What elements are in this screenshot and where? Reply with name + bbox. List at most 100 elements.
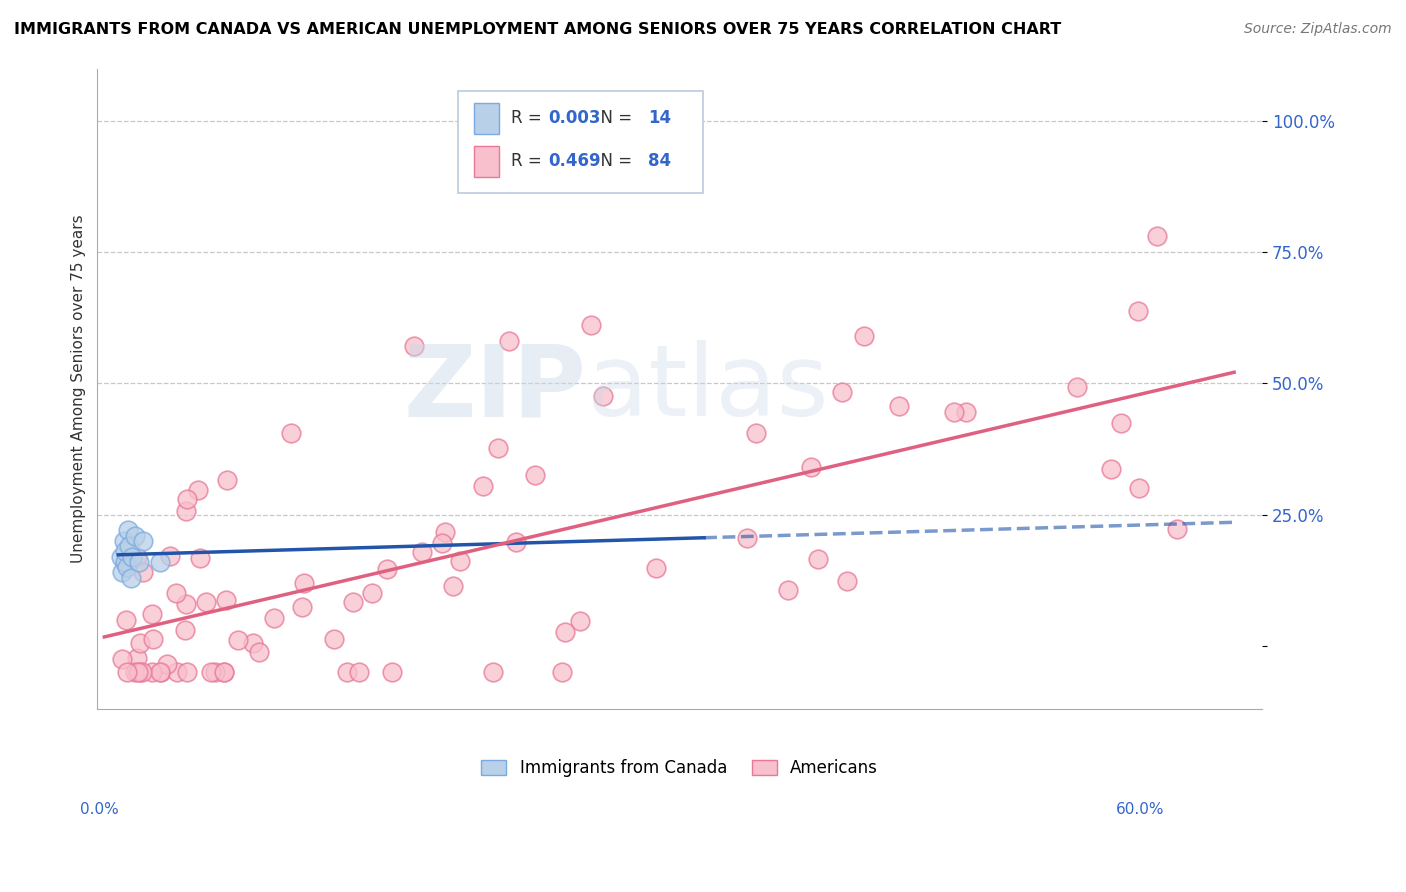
Point [124, 529, 146, 543]
Point [430, 535, 453, 549]
FancyBboxPatch shape [458, 91, 703, 194]
Point [853, 329, 876, 343]
Point [149, 665, 172, 680]
Point [1109, 416, 1132, 430]
Point [132, 533, 155, 548]
Point [121, 549, 143, 564]
Point [204, 665, 226, 680]
Text: ZIP: ZIP [404, 340, 586, 437]
Point [149, 555, 172, 569]
Point [200, 665, 222, 680]
Text: 0.003: 0.003 [548, 110, 600, 128]
FancyBboxPatch shape [474, 103, 499, 134]
Point [449, 554, 471, 568]
Point [280, 425, 302, 440]
Point [1128, 303, 1150, 318]
Point [375, 562, 398, 576]
Point [195, 595, 218, 609]
Point [114, 556, 136, 570]
Point [214, 665, 236, 680]
Point [174, 503, 197, 517]
Point [645, 561, 668, 575]
Point [141, 607, 163, 621]
Point [115, 560, 138, 574]
Text: R =: R = [510, 153, 547, 170]
Point [1101, 462, 1123, 476]
Point [292, 576, 315, 591]
Text: IMMIGRANTS FROM CANADA VS AMERICAN UNEMPLOYMENT AMONG SENIORS OVER 75 YEARS CORR: IMMIGRANTS FROM CANADA VS AMERICAN UNEMP… [14, 22, 1062, 37]
Point [174, 623, 197, 637]
Point [112, 533, 135, 548]
Point [434, 524, 457, 539]
Text: 60.0%: 60.0% [1115, 802, 1164, 817]
Text: 0.469: 0.469 [548, 153, 600, 170]
Point [1166, 523, 1188, 537]
Point [291, 600, 314, 615]
Point [800, 460, 823, 475]
Point [149, 665, 172, 680]
Point [887, 399, 910, 413]
Point [120, 571, 142, 585]
Point [111, 652, 134, 666]
Point [569, 614, 592, 628]
Point [215, 473, 238, 487]
Point [745, 425, 768, 440]
Point [1128, 481, 1150, 495]
Point [411, 545, 433, 559]
Point [498, 334, 520, 349]
Point [336, 665, 359, 679]
Point [127, 665, 149, 680]
Point [176, 665, 198, 680]
Point [165, 585, 187, 599]
Point [110, 549, 132, 564]
Point [581, 318, 603, 332]
Text: 14: 14 [648, 110, 672, 128]
Point [943, 405, 966, 419]
Point [141, 665, 163, 680]
Point [554, 625, 576, 640]
Point [263, 611, 285, 625]
Point [505, 535, 527, 549]
Point [174, 598, 197, 612]
Point [247, 645, 270, 659]
Text: 0.0%: 0.0% [80, 802, 118, 817]
Point [131, 665, 153, 680]
Point [807, 552, 830, 566]
Text: Source: ZipAtlas.com: Source: ZipAtlas.com [1244, 22, 1392, 37]
Point [188, 551, 211, 566]
Point [111, 566, 134, 580]
Point [212, 665, 235, 680]
Point [226, 633, 249, 648]
Point [349, 665, 371, 680]
Point [360, 586, 382, 600]
Point [114, 544, 136, 558]
Point [118, 539, 141, 553]
Point [955, 405, 977, 419]
Point [402, 339, 425, 353]
Point [835, 574, 858, 588]
Point [125, 651, 148, 665]
Point [114, 555, 136, 569]
Point [128, 555, 150, 569]
Point [215, 593, 238, 607]
Point [142, 632, 165, 646]
Point [1146, 229, 1168, 244]
Point [115, 613, 138, 627]
Point [778, 583, 800, 598]
Point [381, 665, 404, 680]
Point [242, 636, 264, 650]
Y-axis label: Unemployment Among Seniors over 75 years: Unemployment Among Seniors over 75 years [72, 214, 86, 563]
Text: N =: N = [591, 110, 637, 128]
Point [550, 665, 572, 679]
Point [524, 468, 547, 483]
FancyBboxPatch shape [474, 146, 499, 177]
Point [735, 532, 758, 546]
Point [132, 565, 155, 579]
Point [831, 384, 853, 399]
Point [159, 549, 181, 564]
Point [176, 491, 198, 506]
Point [128, 665, 150, 680]
Point [166, 665, 188, 680]
Point [187, 483, 209, 498]
Point [117, 524, 139, 538]
